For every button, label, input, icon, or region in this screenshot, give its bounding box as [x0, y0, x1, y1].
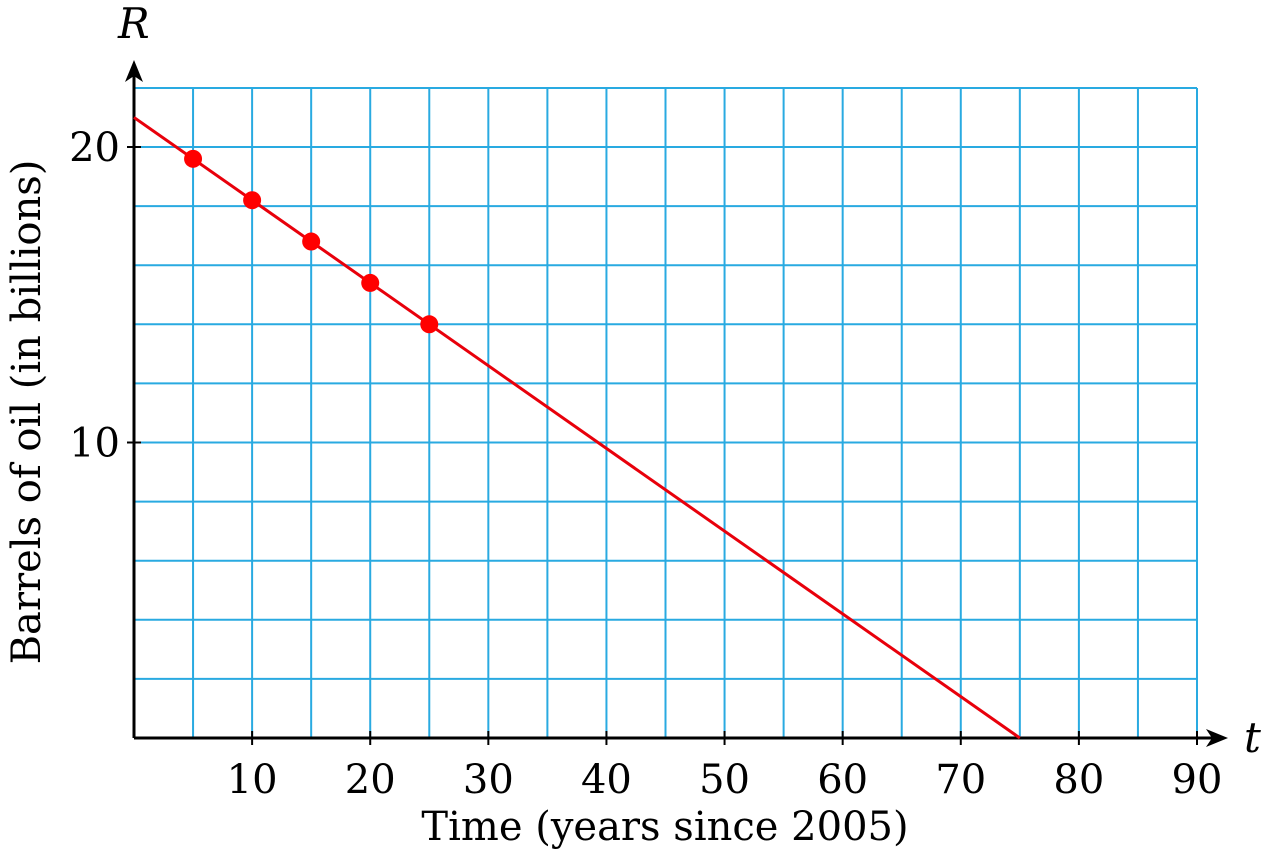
- data-point: [302, 232, 321, 251]
- x-tick-label: 50: [699, 757, 750, 803]
- data-point: [184, 149, 203, 168]
- y-axis-arrow: [125, 60, 143, 82]
- x-variable-label: t: [1244, 713, 1261, 762]
- series: [133, 116, 1021, 740]
- data-point: [361, 273, 380, 292]
- data-point: [420, 315, 439, 334]
- x-axis-arrow: [1206, 729, 1228, 747]
- axes: [125, 60, 1228, 747]
- data-point: [243, 191, 262, 210]
- ticks: 10 20 30 40 50 60 70 80 90 10 20: [69, 125, 1222, 803]
- trend-line: [133, 116, 1021, 740]
- grid: [134, 87, 1198, 738]
- y-variable-label: R: [117, 0, 150, 48]
- y-axis-title: Barrels of oil (in billions): [4, 160, 50, 665]
- x-tick-label: 40: [581, 757, 632, 803]
- x-tick-label: 80: [1053, 757, 1104, 803]
- x-tick-label: 20: [345, 757, 396, 803]
- y-tick-label: 20: [69, 125, 120, 171]
- y-tick-label: 10: [69, 421, 120, 467]
- x-tick-label: 90: [1172, 757, 1223, 803]
- x-tick-label: 10: [227, 757, 278, 803]
- x-tick-label: 60: [817, 757, 868, 803]
- x-tick-label: 30: [463, 757, 514, 803]
- x-tick-label: 70: [935, 757, 986, 803]
- x-axis-title: Time (years since 2005): [421, 804, 908, 850]
